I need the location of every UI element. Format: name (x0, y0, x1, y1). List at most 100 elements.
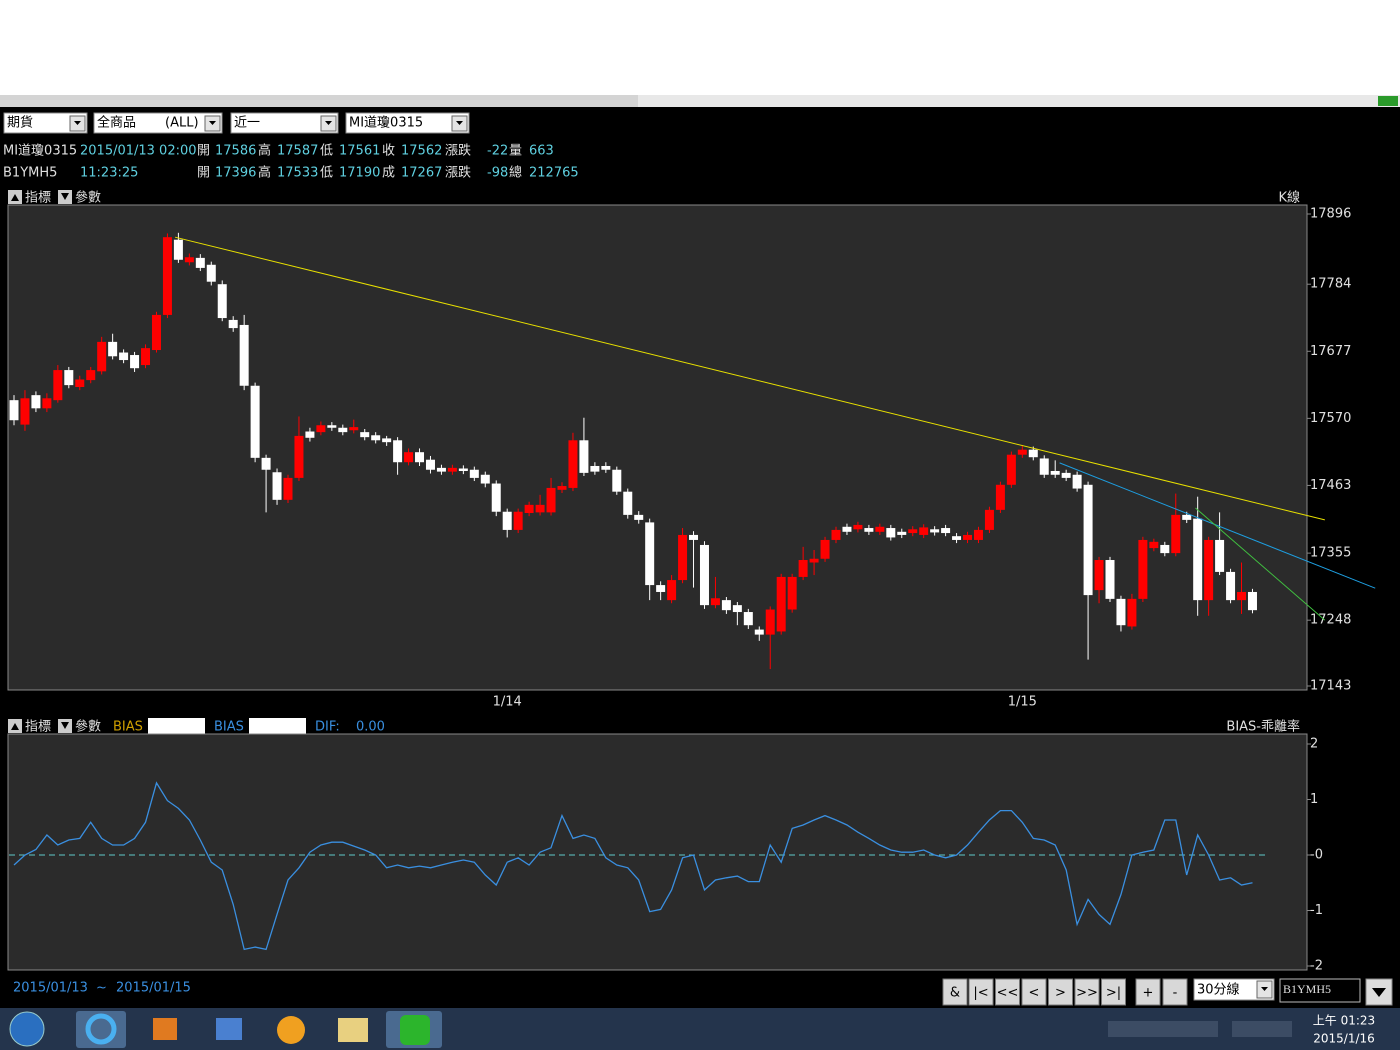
code-input[interactable] (1279, 978, 1361, 1003)
dropdown[interactable] (345, 112, 470, 134)
nav-button[interactable] (1048, 978, 1073, 1006)
candle-body (1127, 598, 1137, 627)
quote-field-value: 17190 (339, 166, 380, 181)
candle-body (623, 491, 633, 515)
nav-button[interactable] (1021, 978, 1047, 1006)
quote-field-label: 高 (258, 165, 271, 181)
candle-body (1072, 474, 1082, 489)
start-button[interactable] (9, 1011, 45, 1047)
quote-time: 2015/01/13 02:00 (80, 144, 197, 159)
candle-body (261, 457, 271, 470)
quote-field-label: 收 (382, 144, 395, 159)
candle-body (239, 324, 249, 386)
candle-body (436, 467, 446, 472)
menu-arrow (1372, 988, 1386, 997)
candle-body (842, 526, 852, 532)
dropdown-text: 期貨 (7, 115, 33, 131)
panel-title: BIAS-乖離率 (1226, 719, 1300, 735)
candle-body (31, 395, 41, 409)
y-tick-label: 17463 (1310, 478, 1351, 493)
candle-body (1138, 539, 1148, 599)
quote-field-value: 17267 (401, 166, 442, 181)
candle-body (864, 528, 874, 532)
tray-icons[interactable] (1108, 1021, 1218, 1037)
dropdown[interactable] (230, 112, 339, 134)
quote-field-value: 17396 (215, 166, 256, 181)
candle-body (9, 400, 19, 421)
quote-field-value: -98 (487, 166, 508, 181)
candle-body (908, 529, 918, 534)
candle-body (491, 483, 501, 512)
param-box (249, 718, 306, 734)
panel-label: 指標 (25, 720, 51, 735)
tray-icons[interactable] (1232, 1021, 1292, 1037)
candle-body (250, 385, 260, 458)
candle-body (283, 477, 293, 500)
nav-button[interactable] (1074, 978, 1100, 1006)
candle-body (568, 440, 578, 488)
candle-body (42, 398, 52, 409)
candle-body (1017, 449, 1027, 455)
period-dropdown[interactable] (1193, 978, 1275, 1001)
candle-body (875, 526, 885, 532)
candle-body (678, 534, 688, 581)
nav-button[interactable] (1162, 978, 1188, 1006)
y-tick-label: 17143 (1310, 679, 1351, 694)
app-icon[interactable] (216, 1018, 242, 1040)
nav-button-label: << (997, 986, 1019, 1001)
candle-body (645, 522, 655, 586)
candle-body (732, 605, 742, 613)
candle-body (1061, 472, 1071, 478)
dropdown[interactable] (93, 112, 223, 134)
toolbar: 期貨 全商品 (ALL) 近一 MI道瓊0315 (3, 112, 470, 134)
app-icon[interactable] (153, 1018, 177, 1040)
candle-body (130, 355, 140, 369)
candle-body (349, 427, 359, 431)
nav-button-label: - (1173, 986, 1178, 1001)
candle-body (656, 585, 666, 592)
candle-body (458, 468, 468, 471)
candle-body (206, 264, 216, 282)
y-tick-label: 17677 (1310, 344, 1351, 359)
y-tick-label: 1 (1310, 792, 1318, 807)
candle-body (294, 435, 304, 478)
candle-body (272, 472, 282, 500)
candle-body (776, 576, 786, 632)
candle-body (173, 239, 183, 260)
candle-body (995, 484, 1005, 510)
candle-body (1050, 470, 1060, 475)
app-icon (400, 1015, 430, 1045)
app-icon[interactable] (277, 1016, 305, 1044)
dropdown[interactable] (3, 112, 88, 134)
candle-body (1039, 458, 1049, 475)
nav-button[interactable] (995, 978, 1020, 1006)
candle-body (360, 432, 370, 438)
candle-body (699, 544, 709, 606)
quote-field-label: 開 (197, 144, 210, 159)
panel-title: K線 (1278, 190, 1300, 206)
quote-field-value: -22 (487, 144, 508, 159)
nav-button[interactable] (968, 978, 994, 1006)
candle-body (404, 452, 414, 463)
candle-body (973, 529, 983, 540)
nav-button[interactable] (1135, 978, 1161, 1006)
quote-field-value: 663 (529, 144, 554, 159)
bias-chart: 2 1 -0 -1 -2 (9, 737, 1323, 974)
panel-label: 指標 (25, 191, 51, 206)
candle-body (184, 257, 194, 263)
candle-body (195, 257, 205, 268)
candle-body (1160, 544, 1170, 554)
candle-body (1193, 518, 1203, 601)
candle-body (97, 341, 107, 372)
nav-button-label: + (1143, 986, 1154, 1001)
clock-date: 2015/1/16 (1313, 1032, 1375, 1046)
nav-button[interactable] (1101, 978, 1126, 1006)
quote-field-label: 總 (509, 165, 522, 181)
nav-button[interactable] (942, 978, 968, 1006)
quote-field-label: 量 (509, 144, 522, 159)
quote-field-label: 低 (320, 166, 333, 181)
candle-body (316, 425, 326, 433)
app-icon[interactable] (338, 1018, 368, 1042)
